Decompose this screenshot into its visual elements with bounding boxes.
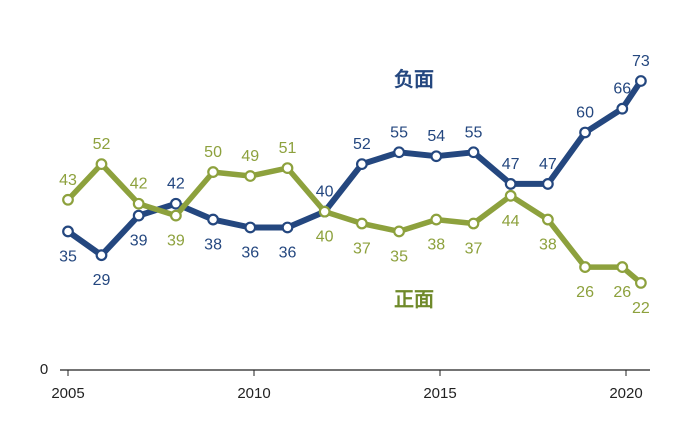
data-point-series-1 [616,102,629,115]
data-label-series-2: 37 [465,241,483,258]
data-label-series-1: 47 [502,156,520,173]
data-point-series-1 [634,75,647,87]
data-point-series-2 [169,209,182,222]
data-label-series-1: 39 [130,233,148,250]
data-point-series-2 [467,217,480,230]
data-label-series-1: 47 [539,156,557,173]
data-point-series-1 [393,146,405,159]
data-point-series-2 [616,261,629,273]
data-point-series-1 [467,146,480,159]
data-label-series-2: 39 [167,233,185,250]
y-tick-label: 0 [40,361,48,378]
data-label-series-2: 22 [632,300,650,317]
data-point-series-1 [95,249,108,262]
data-label-series-1: 42 [167,176,185,193]
series-line-2 [65,161,644,286]
data-label-series-2: 49 [241,148,259,165]
data-label-series-2: 38 [427,237,445,254]
data-label-series-1: 40 [316,184,334,201]
data-label-series-2: 44 [502,213,520,230]
x-tick-label: 2010 [237,385,270,402]
data-label-series-1: 52 [353,136,371,153]
series-name-label: 负面 [394,67,434,91]
data-point-series-2 [281,162,294,174]
data-label-series-1: 55 [390,124,408,141]
data-point-series-2 [393,225,405,238]
data-label-series-1: 66 [613,81,631,98]
data-label-series-1: 29 [93,272,111,289]
data-point-series-2 [504,189,517,202]
data-point-series-1 [244,221,257,234]
data-point-series-1 [355,158,368,171]
data-point-series-1 [169,197,182,210]
data-label-series-2: 38 [539,237,557,254]
data-label-series-2: 26 [576,284,594,301]
data-point-series-1 [132,209,145,222]
series-name-label: 正面 [394,287,434,311]
data-label-series-1: 35 [59,248,77,265]
data-label-series-2: 26 [613,284,631,301]
data-label-series-2: 37 [353,241,371,258]
data-label-series-1: 36 [241,244,259,261]
data-point-series-1 [541,178,554,190]
data-label-series-2: 35 [390,248,408,265]
x-tick-label: 2015 [423,385,456,402]
data-point-series-1 [281,221,294,234]
data-point-series-2 [207,166,219,178]
data-point-series-1 [579,126,591,139]
data-point-series-1 [504,178,517,190]
data-point-series-1 [207,213,219,226]
data-label-series-2: 50 [204,144,222,161]
x-tick-label: 2005 [51,385,84,402]
data-point-series-2 [541,213,554,226]
data-label-series-2: 42 [130,176,148,193]
data-label-series-1: 36 [279,244,297,261]
data-point-series-2 [579,261,591,273]
data-point-series-1 [62,225,74,238]
data-label-series-1: 54 [427,128,445,145]
x-tick-label: 2020 [609,385,642,402]
data-label-series-2: 40 [316,229,334,246]
data-point-series-2 [430,213,443,226]
data-point-series-2 [62,193,74,206]
data-label-series-1: 55 [465,124,483,141]
data-point-series-2 [95,158,108,171]
data-point-series-2 [132,197,145,210]
data-point-series-1 [430,150,443,163]
data-label-series-1: 38 [204,237,222,254]
series-layer [62,75,647,289]
data-point-series-2 [634,277,647,289]
data-point-series-2 [244,170,257,182]
data-label-series-2: 43 [59,172,77,189]
data-label-series-1: 60 [576,104,594,121]
data-point-series-2 [355,217,368,230]
data-label-series-2: 51 [279,140,297,157]
data-label-series-1: 73 [632,53,650,70]
data-label-series-2: 52 [93,136,111,153]
data-point-series-2 [318,205,331,218]
